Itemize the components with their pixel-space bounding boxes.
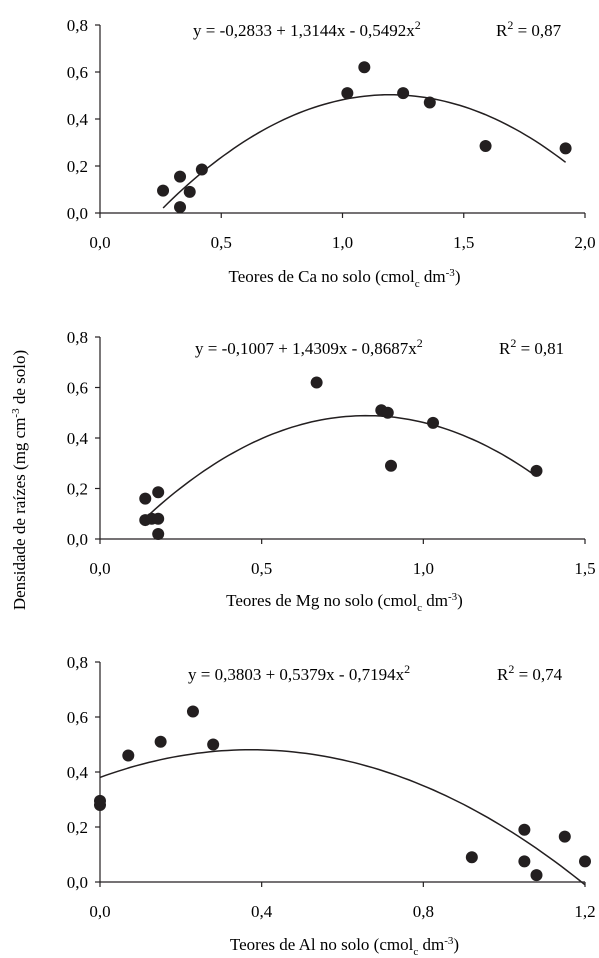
data-point xyxy=(358,61,371,74)
data-point xyxy=(157,184,170,197)
data-point xyxy=(183,185,196,198)
x-axis-label: Teores de Ca no solo (cmolc dm-3) xyxy=(229,267,461,290)
data-point xyxy=(427,416,440,429)
x-tick-label: 1,0 xyxy=(413,559,434,578)
y-tick-label: 0,0 xyxy=(67,873,88,892)
x-tick-label: 2,0 xyxy=(574,233,595,252)
regression-curve xyxy=(144,414,537,519)
regression-curve xyxy=(99,749,586,886)
data-point xyxy=(94,794,106,807)
x-tick-label: 1,5 xyxy=(453,233,474,252)
chart-panel-2: 0,0 0,2 0,4 0,6 0,8 0,0 0,5 1,0 1,5 y = -0,1007 +… xyxy=(67,328,596,614)
x-tick-label: 0,5 xyxy=(251,559,272,578)
data-point xyxy=(579,855,591,868)
y-tick-label: 0,8 xyxy=(67,16,88,35)
r-squared: R2 = 0,87 xyxy=(496,18,562,40)
data-point xyxy=(310,376,323,389)
y-tick-label: 0,8 xyxy=(67,328,88,347)
data-point xyxy=(558,830,571,843)
x-tick-label: 0,0 xyxy=(89,559,110,578)
x-axis-label: Teores de Mg no solo (cmolc dm-3) xyxy=(226,591,463,614)
regression-curve xyxy=(162,94,567,209)
data-point xyxy=(381,406,394,419)
y-tick-label: 0,4 xyxy=(67,763,89,782)
y-tick-label: 0,2 xyxy=(67,480,88,499)
regression-equation: y = 0,3803 + 0,5379x - 0,7194x2 xyxy=(188,662,410,684)
y-tick-label: 0,2 xyxy=(67,157,88,176)
x-axis-label: Teores de Al no solo (cmolc dm-3) xyxy=(230,935,459,958)
data-point xyxy=(479,140,492,153)
y-tick-label: 0,4 xyxy=(67,429,89,448)
data-point xyxy=(174,170,187,183)
y-tick-label: 0,6 xyxy=(67,63,88,82)
x-tick-label: 1,5 xyxy=(574,559,595,578)
data-point xyxy=(465,851,478,864)
data-point xyxy=(154,735,167,748)
data-point xyxy=(152,527,165,540)
data-point xyxy=(139,492,152,505)
data-point xyxy=(186,705,199,718)
x-tick-label: 0,5 xyxy=(211,233,232,252)
x-tick-label: 1,0 xyxy=(332,233,353,252)
x-tick-label: 0,8 xyxy=(413,902,434,921)
data-point xyxy=(152,512,165,525)
y-tick-label: 0,6 xyxy=(67,379,88,398)
chart-panel-1: 0,0 0,2 0,4 0,6 0,8 0,0 0,5 1,0 1,5 2,0 y = -0,283… xyxy=(67,16,596,290)
x-tick-label: 0,0 xyxy=(89,902,110,921)
regression-equation: y = -0,1007 + 1,4309x - 0,8687x2 xyxy=(195,336,423,358)
chart-panel-3: 0,0 0,2 0,4 0,6 0,8 0,0 0,4 0,8 1,2 y = 0,3803 + … xyxy=(67,653,596,958)
y-tick-label: 0,6 xyxy=(67,708,88,727)
r-squared: R2 = 0,74 xyxy=(497,662,563,684)
data-point xyxy=(530,464,543,477)
y-tick-label: 0,4 xyxy=(67,110,89,129)
x-tick-label: 0,0 xyxy=(89,233,110,252)
data-point xyxy=(530,869,543,882)
data-point xyxy=(423,96,436,109)
data-point xyxy=(559,142,572,155)
data-point xyxy=(195,163,208,176)
data-point xyxy=(207,738,220,751)
x-tick-label: 0,4 xyxy=(251,902,273,921)
data-point xyxy=(341,87,354,100)
y-tick-label: 0,2 xyxy=(67,818,88,837)
y-tick-label: 0,8 xyxy=(67,653,88,672)
data-point xyxy=(518,855,531,868)
y-axis-label: Densidade de raízes (mg cm-3 de solo) xyxy=(10,350,29,610)
y-tick-label: 0,0 xyxy=(67,204,88,223)
data-point xyxy=(518,823,531,836)
data-point xyxy=(122,749,135,762)
regression-equation: y = -0,2833 + 1,3144x - 0,5492x2 xyxy=(193,18,421,40)
y-tick-label: 0,0 xyxy=(67,530,88,549)
data-point xyxy=(152,486,165,499)
r-squared: R2 = 0,81 xyxy=(499,336,564,358)
data-point xyxy=(174,201,187,214)
data-point xyxy=(385,459,397,472)
x-tick-label: 1,2 xyxy=(574,902,595,921)
data-point xyxy=(397,87,410,100)
